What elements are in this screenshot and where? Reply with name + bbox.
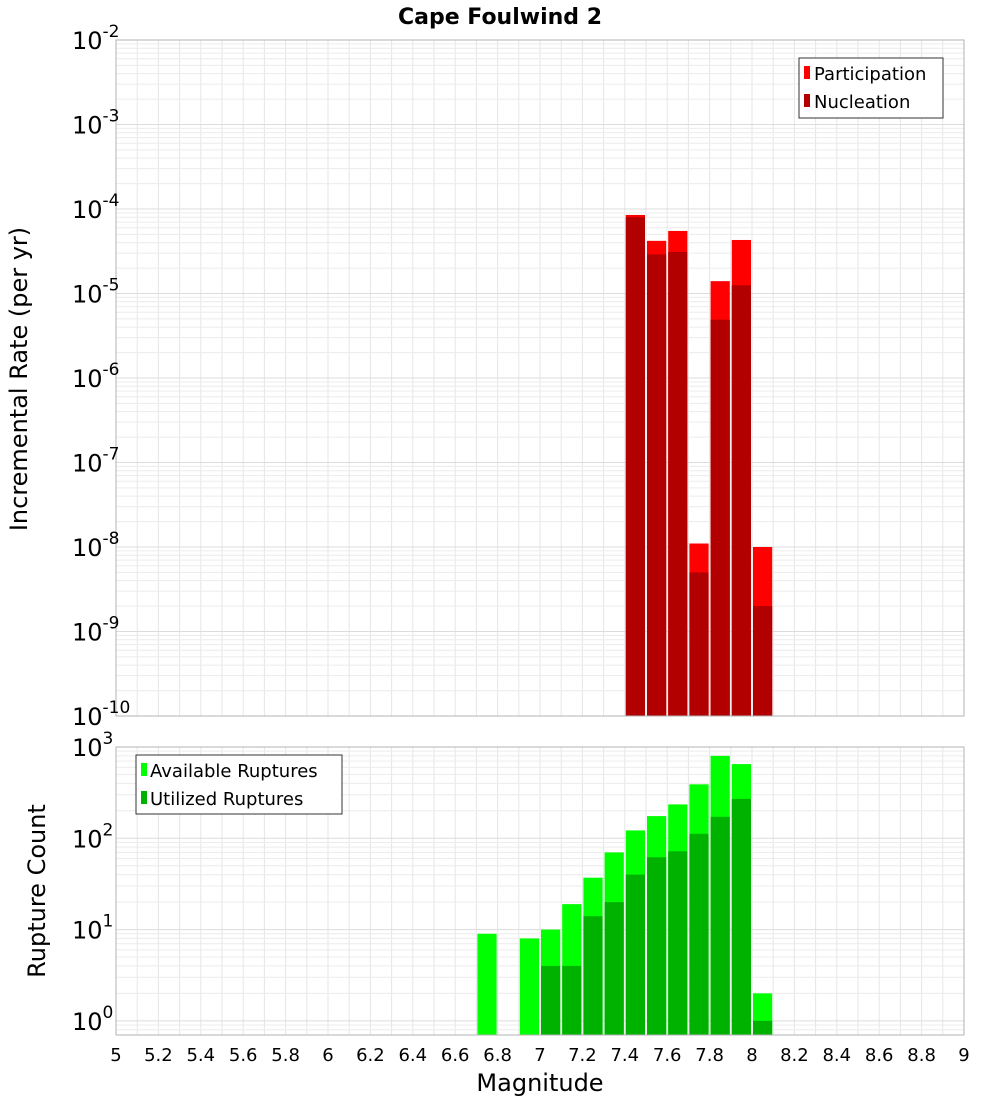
x-axis-label: Magnitude bbox=[476, 1069, 603, 1097]
top-y-tick-labels: 10-2 10-3 10-4 10-5 10-6 10-7 10-8 10-9 10-10 bbox=[72, 22, 130, 731]
utilized-ruptures-legend-label: Utilized Ruptures bbox=[150, 789, 303, 810]
nucleation-bar bbox=[625, 217, 645, 716]
nucleation-bar bbox=[731, 285, 751, 716]
top-y-axis-label: Incremental Rate (per yr) bbox=[5, 227, 33, 531]
y-tick-label: 10-6 bbox=[72, 360, 120, 393]
x-tick-label: 6.2 bbox=[356, 1045, 385, 1066]
x-tick-label: 8.4 bbox=[822, 1045, 851, 1066]
y-tick-label: 10-4 bbox=[72, 191, 120, 224]
utilized-ruptures-bar bbox=[583, 916, 603, 1035]
utilized-ruptures-bar bbox=[604, 902, 624, 1035]
x-tick-label: 5.2 bbox=[144, 1045, 173, 1066]
available-ruptures-bar bbox=[477, 933, 497, 1035]
bottom-legend-box bbox=[135, 754, 343, 815]
y-tick-label: 103 bbox=[72, 729, 113, 762]
x-tick-label: 5.6 bbox=[229, 1045, 258, 1066]
top-bars bbox=[625, 214, 773, 717]
y-tick-label: 101 bbox=[72, 912, 113, 945]
nucleation-bar bbox=[710, 319, 730, 716]
x-tick-label: 7.2 bbox=[568, 1045, 597, 1066]
utilized-ruptures-bar bbox=[647, 857, 667, 1035]
participation-legend-label: Participation bbox=[814, 64, 926, 85]
x-tick-label: 8.6 bbox=[865, 1045, 894, 1066]
nucleation-legend-label: Nucleation bbox=[814, 92, 910, 113]
nucleation-bar bbox=[647, 254, 667, 716]
utilized-ruptures-bar bbox=[625, 874, 645, 1035]
utilized-ruptures-bar bbox=[710, 816, 730, 1035]
nucleation-bar bbox=[668, 251, 688, 717]
bottom-y-tick-labels: 103 102 101 100 bbox=[72, 729, 113, 1036]
y-tick-label: 10-5 bbox=[72, 276, 120, 309]
x-tick-label: 6.6 bbox=[441, 1045, 470, 1066]
y-tick-label: 100 bbox=[72, 1003, 113, 1036]
y-tick-label: 10-8 bbox=[72, 529, 120, 562]
utilized-ruptures-bar bbox=[562, 965, 582, 1035]
bottom-y-axis-label: Rupture Count bbox=[23, 804, 51, 978]
chart-title: Cape Foulwind 2 bbox=[398, 5, 602, 30]
participation-legend-swatch bbox=[804, 66, 810, 79]
utilized-ruptures-bar bbox=[753, 1020, 773, 1035]
x-tick-label: 8.2 bbox=[780, 1045, 809, 1066]
utilized-ruptures-bar bbox=[689, 833, 709, 1035]
nucleation-legend-swatch bbox=[804, 94, 810, 107]
x-tick-labels: 5 5.2 5.4 5.6 5.8 6 6.2 6.4 6.6 6.8 7 7.2 7.4 7.6 7.8 8… bbox=[110, 1045, 969, 1066]
y-tick-label: 10-10 bbox=[72, 698, 130, 731]
top-grid bbox=[115, 40, 965, 717]
available-ruptures-legend-label: Available Ruptures bbox=[150, 761, 318, 782]
x-tick-label: 5.4 bbox=[186, 1045, 215, 1066]
top-plot-frame bbox=[115, 39, 965, 717]
y-tick-label: 10-9 bbox=[72, 614, 120, 647]
bottom-plot-frame bbox=[115, 746, 965, 1036]
utilized-ruptures-legend-swatch bbox=[141, 791, 147, 804]
y-tick-label: 10-3 bbox=[72, 107, 120, 140]
bottom-bars bbox=[477, 755, 773, 1035]
utilized-ruptures-bar bbox=[541, 965, 561, 1035]
x-tick-label: 7 bbox=[534, 1045, 545, 1066]
utilized-ruptures-bar bbox=[731, 798, 751, 1035]
x-tick-label: 8 bbox=[746, 1045, 757, 1066]
y-tick-label: 10-7 bbox=[72, 445, 120, 478]
x-tick-label: 5.8 bbox=[271, 1045, 300, 1066]
available-ruptures-bar bbox=[519, 938, 539, 1035]
top-legend: Participation Nucleation bbox=[798, 57, 944, 119]
x-tick-label: 6.8 bbox=[483, 1045, 512, 1066]
nucleation-bar bbox=[689, 572, 709, 716]
x-tick-label: 7.4 bbox=[610, 1045, 639, 1066]
bottom-legend: Available Ruptures Utilized Ruptures bbox=[135, 754, 343, 815]
top-panel: 10-2 10-3 10-4 10-5 10-6 10-7 10-8 10-9 10-10 In… bbox=[5, 22, 965, 731]
x-tick-label: 7.6 bbox=[653, 1045, 682, 1066]
y-tick-label: 102 bbox=[72, 820, 113, 853]
bottom-panel: 103 102 101 100 Rupture Count Available Rup… bbox=[23, 729, 965, 1036]
x-tick-label: 6.4 bbox=[398, 1045, 427, 1066]
x-tick-label: 8.8 bbox=[907, 1045, 936, 1066]
x-tick-label: 5 bbox=[110, 1045, 121, 1066]
nucleation-bar bbox=[753, 606, 773, 716]
available-ruptures-legend-swatch bbox=[141, 763, 147, 776]
x-tick-label: 9 bbox=[958, 1045, 969, 1066]
x-tick-label: 7.8 bbox=[695, 1045, 724, 1066]
utilized-ruptures-bar bbox=[668, 851, 688, 1035]
y-tick-label: 10-2 bbox=[72, 22, 120, 55]
top-legend-box bbox=[798, 57, 944, 119]
x-tick-label: 6 bbox=[322, 1045, 333, 1066]
